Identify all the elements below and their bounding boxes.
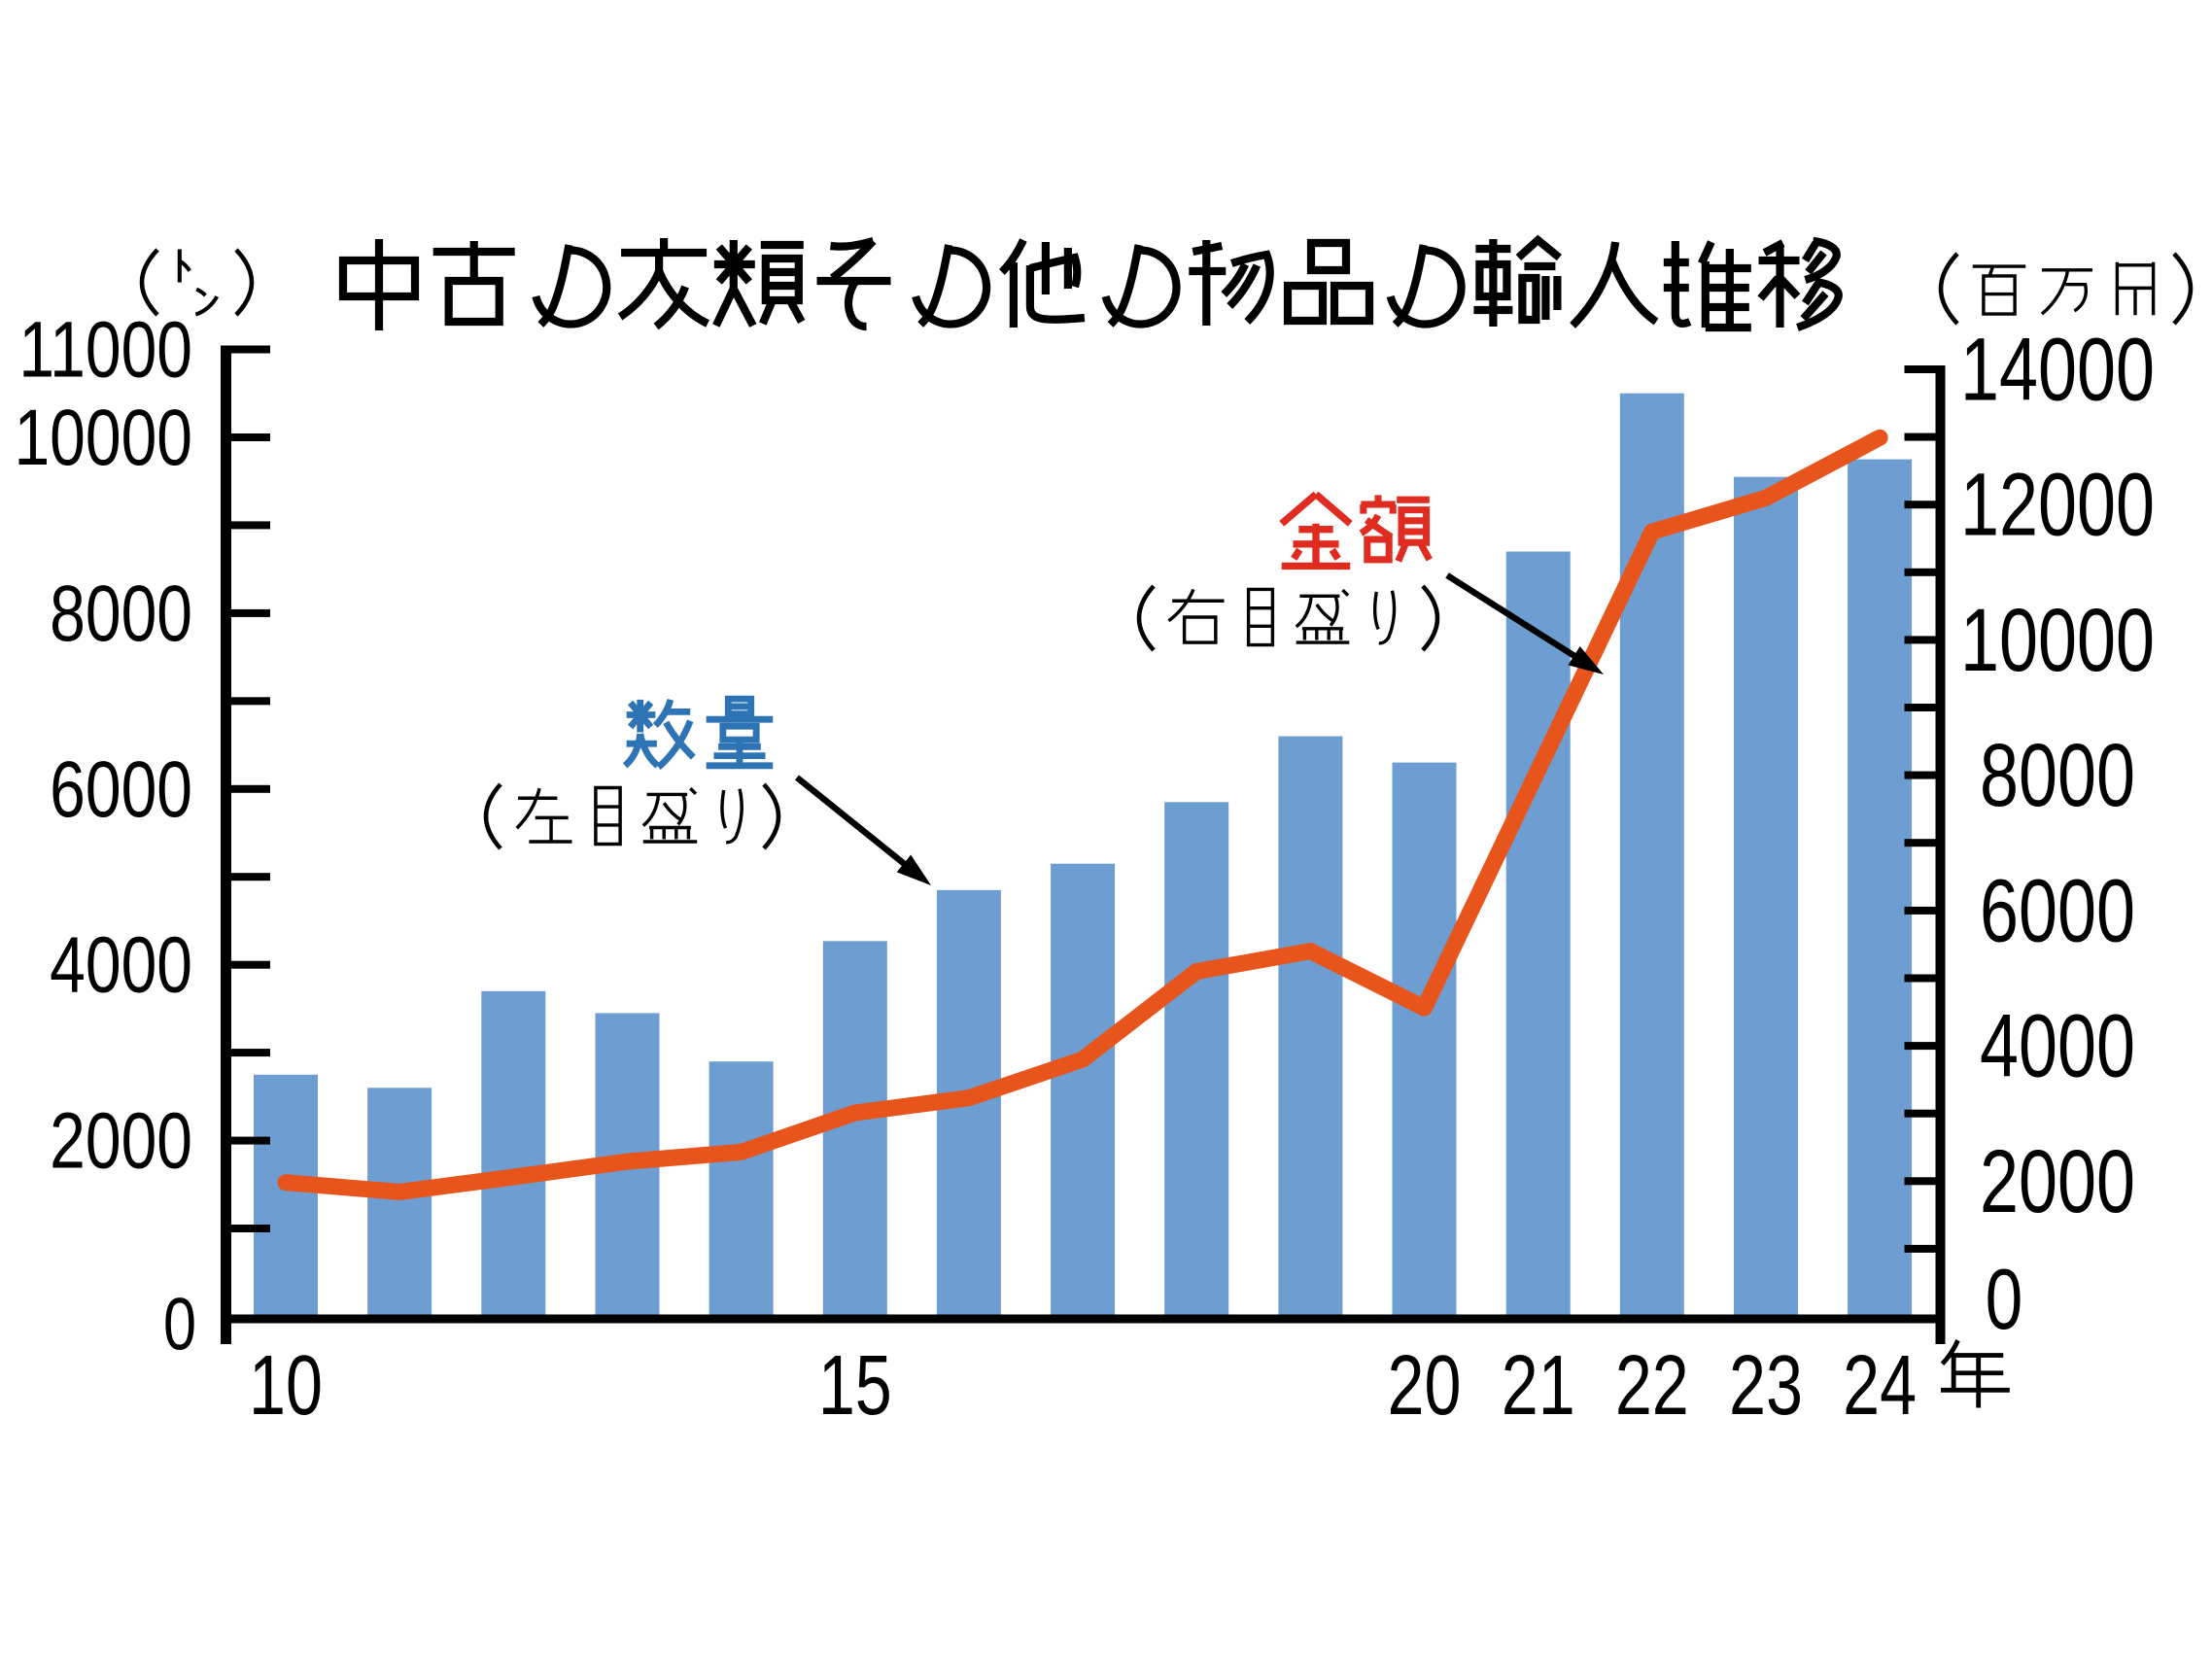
svg-text:10000: 10000 [14,393,192,481]
svg-text:23: 23 [1729,1337,1803,1433]
svg-text:0: 0 [1986,1251,2022,1347]
svg-text:12000: 12000 [1960,457,2155,555]
svg-text:2000: 2000 [50,1096,192,1185]
svg-text:14000: 14000 [1960,321,2155,419]
svg-text:21: 21 [1502,1337,1575,1433]
svg-text:2000: 2000 [1980,1133,2135,1231]
svg-text:8000: 8000 [50,569,192,657]
svg-text:4000: 4000 [1980,997,2135,1095]
svg-text:10: 10 [249,1337,323,1433]
svg-text:6000: 6000 [1980,862,2135,960]
svg-text:15: 15 [818,1337,892,1433]
svg-text:10000: 10000 [1960,592,2155,690]
svg-text:11000: 11000 [18,305,192,394]
svg-text:8000: 8000 [1980,727,2135,825]
svg-text:6000: 6000 [50,744,192,833]
svg-text:4000: 4000 [50,920,192,1009]
svg-text:20: 20 [1388,1337,1462,1433]
svg-text:22: 22 [1615,1337,1689,1433]
svg-text:24: 24 [1843,1337,1917,1433]
svg-text:0: 0 [163,1283,196,1365]
